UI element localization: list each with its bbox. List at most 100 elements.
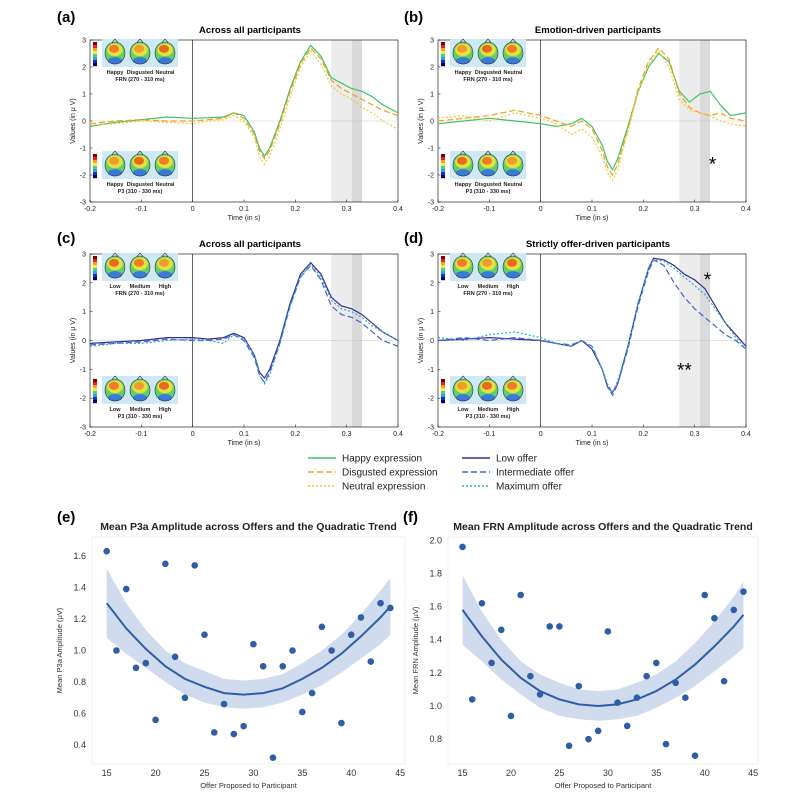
topomap-high [152, 252, 178, 281]
data-point [269, 754, 277, 761]
colorbar-segment [93, 277, 97, 281]
colorbar-segment [93, 63, 97, 67]
data-point [181, 694, 189, 702]
colorbar-segment [93, 54, 97, 58]
topomap-cold [456, 271, 470, 279]
colorbar-segment [441, 48, 445, 52]
topomap-label-medium: Medium [478, 407, 499, 413]
topomap-window-label: FRN (270 - 310 ms) [115, 291, 164, 297]
legend-emotion: Happy expression Disgusted expression Neut… [308, 454, 438, 493]
colorbar-segment [93, 175, 97, 179]
topomap-nose [161, 150, 169, 155]
colorbar-segment [93, 382, 97, 386]
data-point [357, 614, 365, 621]
y-tick-label: 0 [82, 338, 86, 345]
y-axis-label: Values (in μ V) [70, 98, 77, 144]
data-point [701, 591, 709, 599]
topomap-nose [459, 375, 467, 380]
y-axis-label: Mean P3a Amplitude (μV) [55, 607, 64, 693]
topomap-outline [104, 41, 126, 65]
panel-letter: (c) [57, 230, 75, 247]
colorbar-segment [93, 57, 97, 61]
topomap-hot [482, 381, 492, 390]
quadratic-trend-line [461, 609, 745, 708]
topomap-label-neutral: Neutral [504, 182, 523, 188]
colorbar-segment [93, 388, 97, 392]
y-tick-label: 0.8 [429, 734, 442, 744]
colorbar-segment [441, 382, 445, 386]
x-tick-label: 0 [191, 206, 195, 213]
colorbar-segment [93, 256, 97, 260]
topomap-nose [484, 375, 492, 380]
y-tick-label: 3 [82, 252, 86, 259]
x-tick-label: 40 [346, 768, 356, 778]
x-tick-label: 35 [297, 768, 307, 778]
topomap-hot [507, 381, 517, 390]
topomap-outline [502, 378, 524, 402]
y-tick-label: 1.2 [73, 614, 86, 624]
colorbar-segment [93, 265, 97, 269]
topomap-cold [481, 169, 495, 177]
topomap-neutral [500, 150, 526, 179]
y-tick-label: 0.4 [73, 740, 86, 750]
y-tick-label: 1.6 [73, 551, 86, 561]
x-axis-label: Offer Proposed to Participant [555, 781, 652, 790]
data-point [575, 682, 583, 690]
topomap-cold [506, 271, 520, 279]
topomap-outline [477, 41, 499, 65]
topomap-hot [134, 156, 144, 165]
data-point [497, 626, 505, 634]
y-tick-label: 1.4 [429, 635, 442, 645]
x-tick-label: 0.2 [638, 206, 648, 213]
y-tick-label: -3 [428, 200, 434, 207]
significance-marker-2: ** [677, 360, 692, 381]
topomap-high [500, 252, 526, 281]
data-point [623, 722, 631, 730]
topomap-hot [109, 381, 119, 390]
topomap-hot [457, 44, 467, 53]
x-axis-label: Time (in s) [228, 215, 261, 222]
data-point [142, 659, 150, 667]
data-point [289, 647, 296, 654]
x-tick-label: -0.1 [483, 206, 495, 213]
topomap-hot [507, 258, 517, 267]
topomap-outline [477, 378, 499, 402]
topomap-label-disgusted: Disgusted [475, 70, 502, 76]
data-point [585, 735, 592, 743]
data-point [152, 716, 159, 724]
series-line-low-offer [89, 261, 399, 380]
topomap-cold [133, 394, 147, 402]
data-point [604, 628, 612, 635]
x-tick-label: 20 [151, 768, 161, 778]
colorbar-segment [93, 259, 97, 263]
x-tick-label: 30 [248, 768, 258, 778]
topomap-outline [452, 378, 474, 402]
topomap-label-high: High [507, 407, 520, 413]
colorbar-segment [93, 172, 97, 176]
legend-label: Maximum offer [496, 482, 563, 493]
data-point [730, 606, 738, 614]
y-tick-label: 1 [430, 92, 434, 99]
topomap-label-neutral: Neutral [156, 70, 175, 76]
topomap-cold [133, 57, 147, 65]
topomap-label-high: High [507, 284, 520, 290]
colorbar-segment [93, 271, 97, 275]
data-point [468, 696, 476, 703]
topomap-happy [102, 38, 128, 67]
topomap-cold [456, 57, 470, 65]
topomap-label-neutral: Neutral [504, 70, 523, 76]
topomap-window-label: P3 (310 - 330 ms) [466, 414, 511, 420]
y-tick-label: -1 [428, 146, 434, 153]
colorbar-segment [441, 172, 445, 176]
topomap-label-disgusted: Disgusted [475, 182, 502, 188]
colorbar-segment [93, 274, 97, 278]
data-point [328, 647, 335, 654]
topomap-outline [154, 378, 176, 402]
data-point [250, 640, 257, 648]
colorbar-segment [441, 166, 445, 170]
topomap-cold [506, 169, 520, 177]
data-point [201, 631, 208, 639]
legend-label: Neutral expression [342, 482, 425, 493]
